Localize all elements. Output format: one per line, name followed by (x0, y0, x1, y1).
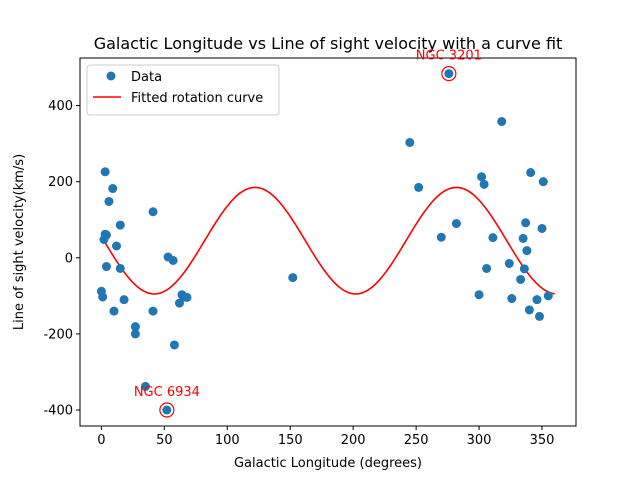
data-point (101, 262, 111, 272)
data-point (436, 232, 446, 242)
data-point (168, 255, 178, 265)
data-point (497, 117, 507, 127)
data-point (537, 223, 547, 233)
legend-label-fit: Fitted rotation curve (131, 91, 263, 106)
data-point (101, 230, 111, 240)
data-point (169, 340, 179, 350)
x-tick-label: 150 (278, 433, 303, 448)
y-tick-label: 0 (65, 251, 73, 266)
data-point (162, 405, 172, 415)
data-point (532, 295, 542, 305)
data-point (115, 263, 125, 273)
data-point (538, 177, 548, 187)
data-point (524, 305, 534, 315)
y-axis: -400 -200 0 200 400 (43, 99, 80, 419)
annotation-ring (159, 402, 175, 418)
y-axis-label: Line of sight velocity(km/s) (12, 154, 27, 330)
y-tick-label: -200 (43, 327, 73, 342)
data-point (477, 172, 487, 182)
data-point (148, 207, 158, 217)
data-point (100, 167, 110, 177)
data-point (288, 273, 298, 283)
data-point (130, 329, 140, 339)
legend-box (86, 64, 280, 116)
data-point (516, 274, 526, 284)
x-tick-label: 250 (404, 433, 429, 448)
annotation-label: NGC 3201 (416, 49, 482, 64)
x-tick-label: 300 (467, 433, 492, 448)
data-point (109, 306, 119, 316)
x-tick-label: 200 (341, 433, 366, 448)
data-point (474, 290, 484, 300)
x-tick-label: 100 (215, 433, 240, 448)
data-point (526, 168, 536, 178)
x-axis-label: Galactic Longitude (degrees) (234, 456, 422, 471)
data-point (112, 241, 122, 251)
data-point (479, 179, 489, 189)
data-point (405, 137, 415, 147)
data-point (414, 182, 424, 192)
x-tick-label: 350 (530, 433, 555, 448)
data-point (115, 220, 125, 230)
legend: Data Fitted rotation curve (86, 64, 280, 116)
x-tick-label: 50 (156, 433, 173, 448)
y-tick-label: 200 (48, 175, 73, 190)
data-points (96, 69, 553, 415)
data-point (521, 218, 531, 228)
chart-title: Galactic Longitude vs Line of sight velo… (94, 34, 563, 53)
data-point (451, 219, 461, 229)
data-point (98, 292, 108, 302)
y-tick-label: 400 (48, 99, 73, 114)
data-point (182, 292, 192, 302)
data-point (488, 233, 498, 243)
y-tick-label: -400 (43, 404, 73, 419)
legend-marker-data (106, 71, 116, 81)
x-axis: 0 50 100 150 200 250 300 350 (97, 426, 554, 448)
annotation-ring (441, 66, 457, 82)
x-tick-label: 0 (97, 433, 105, 448)
data-point (519, 264, 529, 274)
data-point (543, 291, 553, 301)
annotation-label: NGC 6934 (134, 385, 200, 400)
data-point (504, 259, 514, 269)
data-point (534, 311, 544, 321)
data-point (507, 294, 517, 304)
data-point (130, 322, 140, 332)
data-point (482, 263, 492, 273)
data-point (140, 381, 150, 391)
data-point (522, 246, 532, 256)
fitted-rotation-curve (100, 186, 555, 295)
data-point (119, 295, 129, 305)
data-point (108, 184, 118, 194)
data-point (104, 196, 114, 206)
plot-area: 0 50 100 150 200 250 300 350 -400 -200 0 200 400 NG… (43, 49, 577, 448)
annotations: NGC 3201 NGC 6934 (134, 49, 482, 418)
data-point (148, 306, 158, 316)
legend-label-data: Data (131, 70, 162, 85)
data-point (444, 69, 454, 79)
data-point (518, 233, 528, 243)
data-point (174, 298, 184, 308)
